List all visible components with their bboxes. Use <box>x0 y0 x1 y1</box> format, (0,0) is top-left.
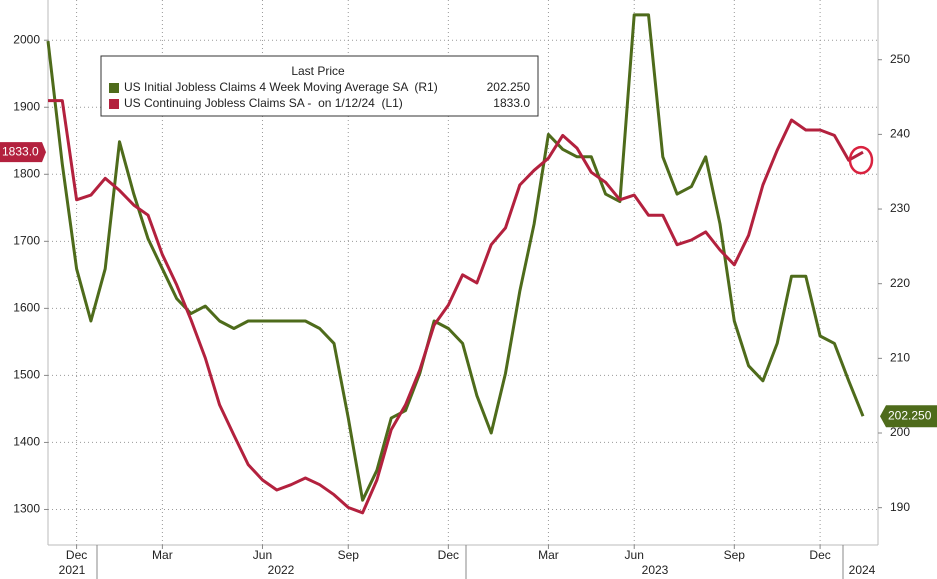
legend: Last Price US Initial Jobless Claims 4 We… <box>100 55 539 117</box>
last-price-label: 202.250 <box>888 408 932 422</box>
y2-tick-label: 230 <box>890 201 910 215</box>
y-tick-label: 1800 <box>13 166 40 180</box>
y-tick-label: 2000 <box>13 32 40 46</box>
y-tick-label: 1900 <box>13 99 40 113</box>
year-label: 2023 <box>642 563 669 577</box>
y2-tick-label: 240 <box>890 127 910 141</box>
last-price-tag <box>880 405 937 428</box>
series-line <box>48 99 864 515</box>
legend-box <box>100 55 539 117</box>
year-label: 2024 <box>849 563 876 577</box>
y-tick-label: 1500 <box>13 368 40 382</box>
x-tick-label: Sep <box>338 548 360 562</box>
legend-title: Last Price <box>291 64 345 78</box>
highlight-circle <box>848 145 874 175</box>
x-tick-label: Sep <box>724 548 746 562</box>
y-tick-label: 1700 <box>13 234 40 248</box>
x-tick-label: Dec <box>809 548 830 562</box>
x-tick-label: Mar <box>152 548 173 562</box>
legend-value: 202.250 <box>487 80 531 94</box>
last-price-label: 1833.0 <box>2 144 39 158</box>
x-tick-label: Jun <box>253 548 272 562</box>
legend-swatch <box>109 99 119 109</box>
y2-tick-label: 220 <box>890 276 910 290</box>
last-price-tag <box>0 142 46 163</box>
x-tick-label: Jun <box>625 548 644 562</box>
y2-tick-label: 190 <box>890 500 910 514</box>
legend-label: US Continuing Jobless Claims SA - on 1/1… <box>124 96 403 110</box>
year-label: 2021 <box>59 563 86 577</box>
y2-tick-label: 210 <box>890 351 910 365</box>
x-tick-label: Mar <box>538 548 559 562</box>
y2-tick-label: 250 <box>890 52 910 66</box>
y2-tick-label: 200 <box>890 425 910 439</box>
legend-label: US Initial Jobless Claims 4 Week Moving … <box>124 80 438 94</box>
y-tick-label: 1300 <box>13 502 40 516</box>
y-tick-label: 1600 <box>13 301 40 315</box>
legend-value: 1833.0 <box>493 96 530 110</box>
x-tick-label: Dec <box>438 548 459 562</box>
x-tick-label: Dec <box>66 548 87 562</box>
y-tick-label: 1400 <box>13 435 40 449</box>
legend-swatch <box>109 83 119 93</box>
year-label: 2022 <box>268 563 295 577</box>
